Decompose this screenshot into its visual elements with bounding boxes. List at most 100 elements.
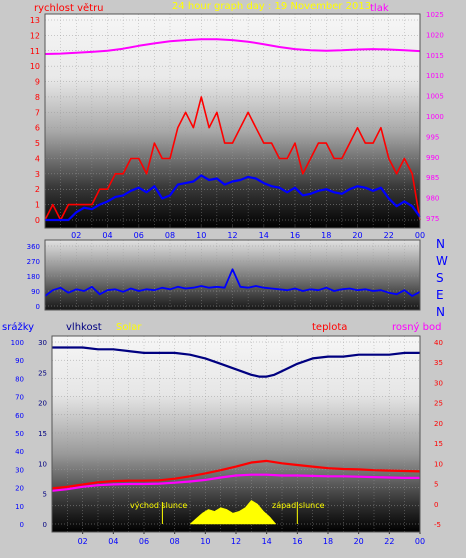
wind-speed-axis-label: rychlost větru bbox=[34, 2, 104, 14]
wind-plot-area bbox=[45, 14, 420, 228]
climate-x-tick-label: 08 bbox=[170, 537, 180, 546]
rain-tick-label: 0 bbox=[20, 521, 24, 529]
rain-tick-label: 10 bbox=[15, 503, 24, 511]
wind-x-tick-label: 18 bbox=[321, 231, 331, 240]
rain-tick-label: 80 bbox=[15, 375, 24, 383]
pressure-tick-label: 1015 bbox=[426, 52, 444, 60]
wind-x-tick-label: 10 bbox=[196, 231, 206, 240]
pressure-tick-label: 990 bbox=[426, 154, 439, 162]
climate-x-tick-label: 12 bbox=[231, 537, 241, 546]
temperature-tick-label: 15 bbox=[434, 440, 443, 448]
climate-x-tick-label: 16 bbox=[292, 537, 302, 546]
wind-x-tick-label: 16 bbox=[290, 231, 300, 240]
humidity-axis-label: vlhkost bbox=[66, 322, 102, 333]
direction-letter-n-bottom: N bbox=[436, 305, 445, 319]
humidity-series-line bbox=[52, 346, 420, 378]
temperature-tick-label: 35 bbox=[434, 359, 443, 367]
wind-plot-frame bbox=[44, 13, 421, 229]
wind-speed-tick-label: 4 bbox=[35, 154, 40, 163]
climate-x-tick-label: 20 bbox=[354, 537, 364, 546]
climate-x-tick-label: 14 bbox=[262, 537, 272, 546]
direction-tick-label: 360 bbox=[27, 243, 40, 251]
wind-speed-tick-label: 7 bbox=[35, 108, 40, 117]
direction-plot-area bbox=[45, 240, 420, 310]
pressure-tick-label: 1010 bbox=[426, 72, 444, 80]
wind-x-tick-label: 00 bbox=[415, 231, 425, 240]
wind-x-tick-label: 06 bbox=[134, 231, 144, 240]
wind-speed-tick-label: 12 bbox=[30, 31, 40, 40]
wind-x-tick-label: 22 bbox=[384, 231, 394, 240]
direction-plot-frame bbox=[44, 239, 421, 311]
rain-tick-label: 40 bbox=[15, 448, 24, 456]
rain-tick-label: 60 bbox=[15, 412, 24, 420]
temperature-series-line bbox=[51, 459, 421, 490]
temperature-tick-label: 25 bbox=[434, 400, 443, 408]
temperature-tick-label: 10 bbox=[434, 460, 443, 468]
humidity-tick-label: 20 bbox=[38, 400, 47, 408]
temperature-tick-label: 30 bbox=[434, 379, 443, 387]
climate-x-tick-label: 06 bbox=[139, 537, 149, 546]
climate-x-tick-label: 02 bbox=[78, 537, 88, 546]
pressure-tick-label: 975 bbox=[426, 215, 439, 223]
solar-series-area bbox=[189, 499, 277, 525]
wind-x-tick-label: 20 bbox=[352, 231, 362, 240]
humidity-tick-label: 0 bbox=[43, 521, 47, 529]
humidity-tick-label: 15 bbox=[38, 430, 47, 438]
climate-x-tick-label: 04 bbox=[108, 537, 118, 546]
wind-speed-tick-label: 3 bbox=[35, 170, 40, 179]
humidity-tick-label: 10 bbox=[38, 460, 47, 468]
direction-letter-e: E bbox=[436, 288, 444, 302]
climate-plot-frame bbox=[51, 335, 421, 533]
wind-x-tick-label: 08 bbox=[165, 231, 175, 240]
pressure-tick-label: 985 bbox=[426, 174, 439, 182]
wind-speed-tick-label: 6 bbox=[35, 124, 40, 133]
sunset-annotation: západ slunce bbox=[272, 501, 325, 510]
pressure-tick-label: 980 bbox=[426, 195, 439, 203]
pressure-tick-label: 995 bbox=[426, 133, 439, 141]
climate-x-tick-label: 18 bbox=[323, 537, 333, 546]
direction-tick-label: 270 bbox=[27, 258, 40, 266]
pressure-axis-label: tlak bbox=[370, 3, 389, 14]
direction-letter-w: W bbox=[436, 254, 448, 268]
wind-speed-tick-label: 9 bbox=[35, 78, 40, 87]
wind-x-tick-label: 14 bbox=[259, 231, 269, 240]
rain-axis-label: srážky bbox=[2, 321, 34, 333]
climate-x-tick-label: 10 bbox=[200, 537, 210, 546]
rain-tick-label: 100 bbox=[11, 339, 24, 347]
rain-tick-label: 20 bbox=[15, 485, 24, 493]
climate-plot-area bbox=[52, 336, 420, 532]
direction-letter-s: S bbox=[436, 271, 444, 285]
temperature-tick-label: 5 bbox=[434, 481, 438, 489]
wind-speed-tick-label: 11 bbox=[30, 47, 40, 56]
wind-x-tick-label: 12 bbox=[227, 231, 237, 240]
wind-direction-series-line bbox=[44, 268, 421, 297]
temperature-legend-label: teplota bbox=[312, 322, 347, 333]
wind-average-series-line bbox=[45, 174, 421, 222]
rain-tick-label: 70 bbox=[15, 394, 24, 402]
pressure-tick-label: 1000 bbox=[426, 113, 444, 121]
rain-tick-label: 50 bbox=[15, 430, 24, 438]
rain-tick-label: 30 bbox=[15, 466, 24, 474]
rain-tick-label: 90 bbox=[15, 357, 24, 365]
temperature-tick-label: 20 bbox=[434, 420, 443, 428]
wind-speed-tick-label: 10 bbox=[30, 62, 40, 71]
pressure-tick-label: 1025 bbox=[426, 11, 444, 19]
direction-tick-label: 180 bbox=[27, 273, 40, 281]
humidity-tick-label: 30 bbox=[38, 339, 47, 347]
wind-speed-tick-label: 13 bbox=[30, 16, 40, 25]
wind-gust-series-line bbox=[44, 96, 421, 221]
wind-speed-tick-label: 8 bbox=[35, 93, 40, 102]
wind-speed-tick-label: 2 bbox=[35, 185, 40, 194]
humidity-tick-label: 5 bbox=[43, 491, 47, 499]
pressure-tick-label: 1020 bbox=[426, 31, 444, 39]
humidity-tick-label: 25 bbox=[38, 369, 47, 377]
solar-legend-label: Solar bbox=[116, 322, 142, 333]
direction-tick-label: 0 bbox=[36, 303, 40, 311]
direction-tick-label: 90 bbox=[31, 288, 40, 296]
wind-x-tick-label: 04 bbox=[102, 231, 112, 240]
wind-speed-tick-label: 5 bbox=[35, 139, 40, 148]
temperature-tick-label: 0 bbox=[434, 501, 438, 509]
dew-point-series-line bbox=[51, 473, 420, 492]
